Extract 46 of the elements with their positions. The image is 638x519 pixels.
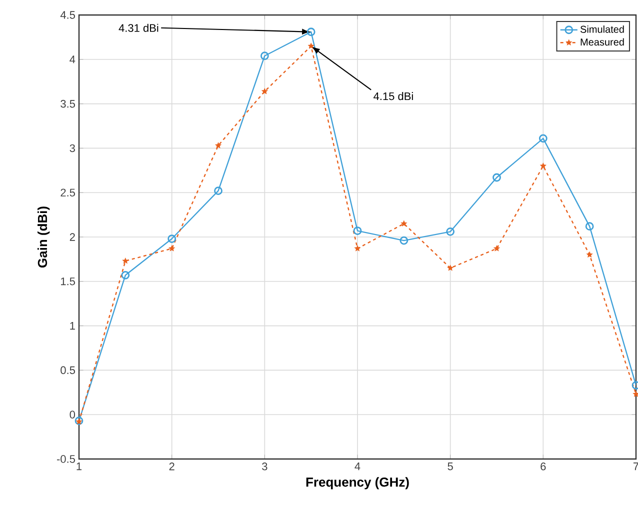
y-axis-title: Gain (dBi) [38, 206, 50, 268]
point [538, 134, 548, 143]
point [306, 28, 316, 36]
point [122, 257, 129, 264]
point [446, 227, 455, 236]
point [400, 236, 408, 245]
x-tick-label: 3 [262, 462, 268, 470]
point [353, 226, 362, 235]
y-tick-label: 0.5 [60, 366, 75, 374]
annotation: 4.15 dBi [374, 92, 413, 100]
point [400, 220, 408, 227]
point [493, 245, 500, 252]
point [261, 88, 268, 94]
y-tick-label: 4 [70, 56, 76, 64]
point [586, 251, 593, 258]
point [168, 234, 176, 243]
x-tick-label: 5 [448, 462, 453, 470]
annotation: 4.31 dBi [118, 24, 158, 32]
point [492, 173, 501, 182]
x-axis-title: Frequency (GHz) [306, 477, 409, 490]
y-tick-label: 1.5 [61, 278, 75, 286]
y-tick-label: 0 [70, 410, 76, 418]
point [354, 245, 361, 252]
y-tick-label: -0.5 [57, 455, 75, 463]
x-tick-label: 6 [540, 462, 546, 470]
legend-label: Simulated [580, 26, 624, 33]
legend-label: Measured [580, 38, 624, 46]
y-tick-label: 2 [70, 233, 75, 241]
y-tick-label: 2.5 [60, 188, 75, 196]
y-tick-label: 3.5 [60, 100, 75, 108]
x-tick-label: 4 [354, 462, 360, 470]
point [632, 390, 638, 397]
point [447, 264, 454, 271]
x-tick-label: 1 [76, 462, 82, 470]
point [214, 186, 222, 196]
point [585, 222, 594, 231]
point [308, 42, 314, 49]
point [168, 245, 176, 252]
y-tick-label: 3 [70, 144, 75, 152]
point [214, 142, 222, 148]
y-tick-label: 1 [70, 322, 75, 330]
point [121, 270, 130, 280]
y-tick-label: 4.5 [60, 11, 75, 19]
point [540, 162, 546, 169]
point [260, 52, 269, 60]
x-tick-label: 2 [169, 462, 174, 470]
